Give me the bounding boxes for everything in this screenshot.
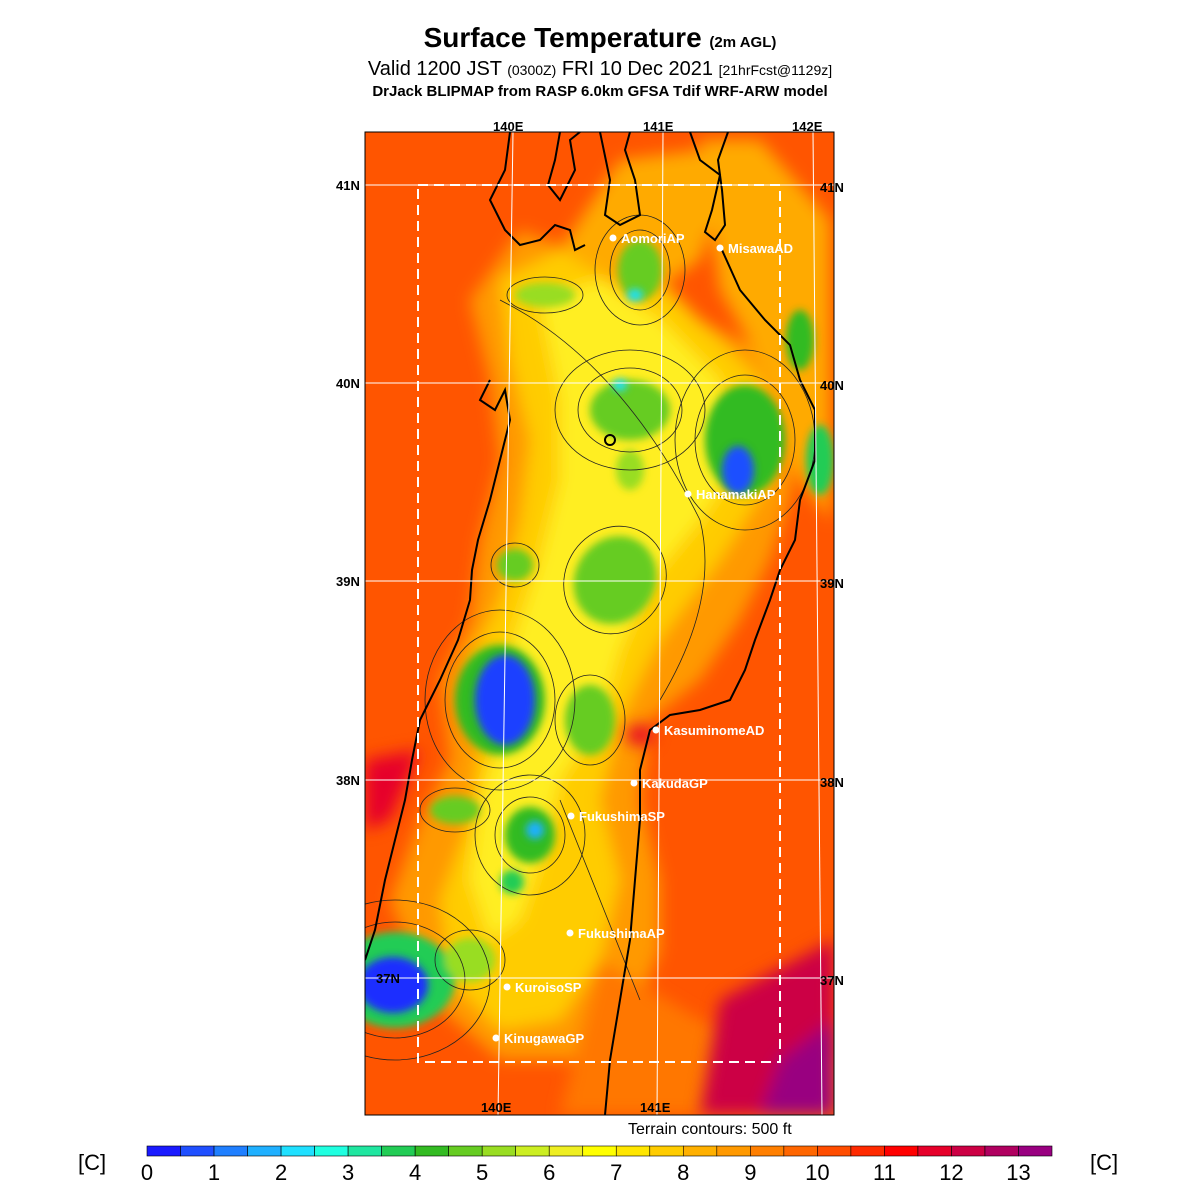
colorbar-swatch — [850, 1145, 885, 1157]
station-label: KakudaGP — [642, 776, 708, 791]
colorbar-swatch — [582, 1145, 617, 1157]
title-main: Surface Temperature — [423, 22, 702, 53]
station-label: KuroisoSP — [515, 980, 582, 995]
colorbar-tick-label: 6 — [543, 1160, 556, 1185]
colorbar-tick-label: 0 — [140, 1160, 154, 1185]
terrain-note: Terrain contours: 500 ft — [628, 1121, 792, 1138]
colorbar-swatch — [180, 1145, 215, 1157]
colorbar-tick-label: 8 — [677, 1160, 690, 1185]
colorbar-swatch — [515, 1145, 550, 1157]
colorbar-swatch — [481, 1145, 517, 1157]
lat-label-right: 41N — [820, 180, 844, 195]
lon-label-bottom: 140E — [481, 1100, 512, 1115]
colorbar-swatch — [750, 1145, 785, 1157]
coastline — [365, 132, 816, 1115]
colorbar-swatch — [280, 1145, 315, 1157]
station-dot — [492, 1034, 500, 1042]
title-suffix: (2m AGL) — [709, 34, 777, 51]
station-label: KasuminomeAD — [664, 723, 764, 738]
colorbar-swatch — [314, 1145, 349, 1157]
lat-label-right: 39N — [820, 576, 844, 591]
colorbar-swatch — [548, 1145, 584, 1157]
colorbar-swatch — [682, 1145, 718, 1157]
lat-label-right: 40N — [820, 378, 844, 393]
colorbar-swatch — [884, 1145, 919, 1157]
colorbar-swatch — [381, 1145, 416, 1157]
colorbar-swatch — [783, 1145, 818, 1157]
colorbar-swatch — [247, 1145, 282, 1157]
station-dot — [652, 726, 660, 734]
colorbar-swatch — [414, 1145, 449, 1157]
colorbar-swatch — [951, 1145, 986, 1157]
colorbar-swatch — [615, 1145, 651, 1157]
lon-label-top: 140E — [493, 119, 524, 134]
station-label: KinugawaGP — [504, 1031, 585, 1046]
station-label: FukushimaSP — [579, 809, 665, 824]
station-labels: AomoriAP MisawaAD HanamakiAP KasuminomeA… — [504, 231, 793, 1046]
graticule — [365, 132, 834, 1115]
lat-label-left: 39N — [336, 574, 360, 589]
colorbar-swatch — [649, 1145, 684, 1157]
station-label: FukushimaAP — [578, 926, 665, 941]
station-dot — [566, 929, 574, 937]
colorbar-tick-label: 5 — [476, 1160, 489, 1185]
colorbar-tick-label: 10 — [805, 1160, 830, 1185]
lon-label-bottom: 141E — [640, 1100, 671, 1115]
colorbar-tick-label: 1 — [207, 1160, 221, 1185]
model-info: DrJack BLIPMAP from RASP 6.0km GFSA Tdif… — [372, 83, 828, 100]
lat-label-left: 41N — [336, 178, 360, 193]
colorbar-swatch — [917, 1145, 952, 1157]
station-dot — [567, 812, 575, 820]
valid-prefix: Valid 1200 JST — [367, 58, 502, 80]
map-frame — [364, 131, 835, 1116]
colorbar-swatch — [347, 1145, 382, 1157]
lat-label-left: 40N — [336, 376, 360, 391]
colorbar-swatch — [817, 1145, 852, 1157]
station-dot — [609, 234, 617, 242]
station-markers — [492, 234, 724, 1042]
colorbar-swatch — [448, 1145, 483, 1157]
lat-label-left: 37N — [376, 971, 400, 986]
colorbar-tick-label: 9 — [744, 1160, 757, 1185]
colorbar-swatch — [1018, 1145, 1053, 1157]
station-label: HanamakiAP — [696, 487, 776, 502]
inner-domain-box — [417, 184, 781, 1063]
forecast-info: [21hrFcst@1129z] — [718, 62, 833, 78]
colorbar-swatch — [984, 1145, 1019, 1157]
station-dot — [630, 779, 638, 787]
colorbar-tick-label: 3 — [341, 1160, 355, 1185]
colorbar-tick-label: 2 — [274, 1160, 288, 1185]
station-dot — [684, 490, 692, 498]
lon-label-top: 141E — [643, 119, 674, 134]
colorbar-tick-label: 11 — [872, 1160, 896, 1185]
valid-date: FRI 10 Dec 2021 — [561, 58, 714, 80]
lat-label-right: 38N — [820, 775, 844, 790]
station-label: AomoriAP — [621, 231, 685, 246]
colorbar-tick-label: 12 — [939, 1160, 964, 1185]
colorbar-unit-right: [C] — [1090, 1150, 1119, 1175]
valid-time: Valid 1200 JST (0300Z) FRI 10 Dec 2021 [… — [0, 58, 1200, 81]
lon-label-top: 142E — [792, 119, 823, 134]
colorbar-tick-label: 7 — [610, 1160, 623, 1185]
colorbar-swatch — [213, 1145, 248, 1157]
temperature-field: AomoriAP MisawaAD HanamakiAP KasuminomeA… — [365, 132, 834, 1115]
station-dot — [503, 983, 511, 991]
lat-label-right: 37N — [820, 973, 844, 988]
colorbar — [146, 1145, 1053, 1157]
colorbar-swatch — [716, 1145, 751, 1157]
valid-utc: (0300Z) — [507, 62, 557, 78]
colorbar-swatch — [146, 1145, 181, 1157]
colorbar-tick-label: 4 — [409, 1160, 422, 1185]
station-dot — [716, 244, 724, 252]
colorbar-tick-label: 13 — [1006, 1160, 1031, 1185]
station-label: MisawaAD — [728, 241, 793, 256]
lat-label-left: 38N — [336, 773, 360, 788]
map-title: Surface Temperature (2m AGL) — [0, 22, 1200, 54]
colorbar-unit-left: [C] — [78, 1150, 107, 1175]
